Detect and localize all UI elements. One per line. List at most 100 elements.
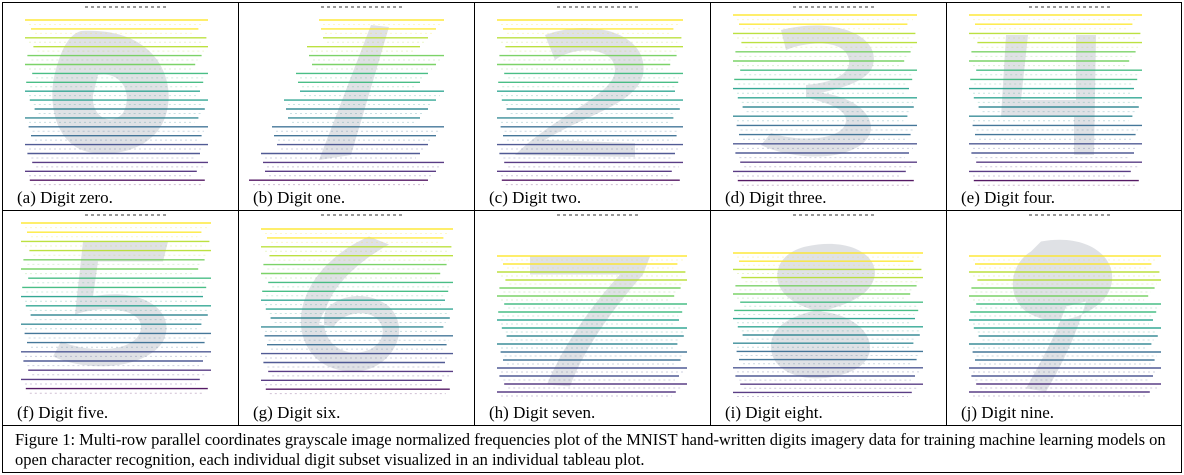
- digit-ghost-shape: [52, 30, 169, 154]
- header-mark: [623, 6, 626, 8]
- header-mark: [1101, 214, 1104, 216]
- header-mark: [865, 6, 868, 8]
- header-mark: [1041, 214, 1044, 216]
- header-mark: [841, 214, 844, 216]
- header-mark: [1089, 214, 1092, 216]
- panel-caption: (f) Digit five.: [17, 403, 109, 422]
- header-mark: [91, 6, 94, 8]
- header-mark: [617, 214, 620, 216]
- header-mark: [109, 6, 112, 8]
- header-mark: [1101, 6, 1104, 8]
- header-mark: [375, 214, 378, 216]
- header-mark: [817, 6, 820, 8]
- header-mark: [871, 214, 874, 216]
- header-mark: [369, 214, 372, 216]
- header-mark: [1053, 214, 1056, 216]
- header-mark: [151, 6, 154, 8]
- parallel-coordinates-plot-digit-nine: [969, 214, 1161, 397]
- header-mark: [605, 6, 608, 8]
- header-mark: [1065, 214, 1068, 216]
- header-mark: [575, 6, 578, 8]
- parallel-coordinates-plot-digit-zero: [25, 6, 208, 186]
- header-mark: [115, 6, 118, 8]
- header-mark: [85, 214, 88, 216]
- header-mark: [1095, 214, 1098, 216]
- header-mark: [593, 6, 596, 8]
- header-mark: [611, 6, 614, 8]
- digit-ghost-shape: [1001, 35, 1096, 155]
- header-mark: [1047, 214, 1050, 216]
- panel-caption: (b) Digit one.: [253, 188, 346, 207]
- header-mark: [835, 214, 838, 216]
- header-mark: [345, 214, 348, 216]
- header-mark: [853, 214, 856, 216]
- header-mark: [599, 214, 602, 216]
- header-mark: [109, 214, 112, 216]
- header-mark: [321, 214, 324, 216]
- header-mark: [345, 6, 348, 8]
- header-mark: [1071, 6, 1074, 8]
- header-mark: [805, 214, 808, 216]
- header-mark: [811, 6, 814, 8]
- header-mark: [799, 214, 802, 216]
- header-mark: [97, 214, 100, 216]
- digit-ghost-shape: [771, 243, 875, 379]
- digit-ghost-shape: [53, 241, 168, 367]
- header-mark: [629, 6, 632, 8]
- panel-caption: (e) Digit four.: [961, 188, 1055, 207]
- header-mark: [623, 214, 626, 216]
- header-mark: [369, 6, 372, 8]
- header-mark: [139, 6, 142, 8]
- header-mark: [103, 214, 106, 216]
- header-mark: [575, 214, 578, 216]
- parallel-coordinates-plot-digit-two: [497, 6, 683, 186]
- header-mark: [363, 6, 366, 8]
- header-mark: [811, 214, 814, 216]
- header-mark: [1077, 214, 1080, 216]
- header-mark: [605, 214, 608, 216]
- header-mark: [393, 6, 396, 8]
- header-mark: [865, 214, 868, 216]
- header-mark: [339, 6, 342, 8]
- header-mark: [327, 6, 330, 8]
- header-mark: [847, 214, 850, 216]
- header-mark: [339, 214, 342, 216]
- panel-digit-nine: (j) Digit nine.: [947, 211, 1181, 426]
- header-mark: [357, 6, 360, 8]
- parallel-coordinates-plot-digit-one: [249, 6, 444, 186]
- header-mark: [829, 6, 832, 8]
- header-mark: [599, 6, 602, 8]
- header-mark: [333, 214, 336, 216]
- header-mark: [1029, 214, 1032, 216]
- digit-ghost-shape: [300, 236, 400, 372]
- figure-caption: Figure 1: Multi-row parallel coordinates…: [15, 430, 1166, 469]
- header-mark: [1089, 6, 1092, 8]
- header-mark: [793, 214, 796, 216]
- header-mark: [587, 214, 590, 216]
- header-mark: [593, 214, 596, 216]
- header-mark: [85, 6, 88, 8]
- header-mark: [139, 214, 142, 216]
- header-mark: [97, 6, 100, 8]
- header-mark: [817, 214, 820, 216]
- header-mark: [151, 214, 154, 216]
- header-mark: [327, 214, 330, 216]
- panel-caption: (j) Digit nine.: [961, 403, 1055, 422]
- panel-digit-eight: (i) Digit eight.: [711, 211, 947, 426]
- header-mark: [1071, 214, 1074, 216]
- parallel-coordinates-plot-digit-seven: [497, 214, 687, 397]
- parallel-coordinates-plot-digit-five: [21, 214, 211, 394]
- header-mark: [617, 6, 620, 8]
- header-mark: [823, 214, 826, 216]
- header-mark: [333, 6, 336, 8]
- header-mark: [563, 6, 566, 8]
- header-mark: [793, 6, 796, 8]
- header-mark: [375, 6, 378, 8]
- header-mark: [859, 214, 862, 216]
- header-mark: [581, 214, 584, 216]
- header-mark: [351, 6, 354, 8]
- header-mark: [127, 6, 130, 8]
- header-mark: [127, 214, 130, 216]
- header-mark: [363, 214, 366, 216]
